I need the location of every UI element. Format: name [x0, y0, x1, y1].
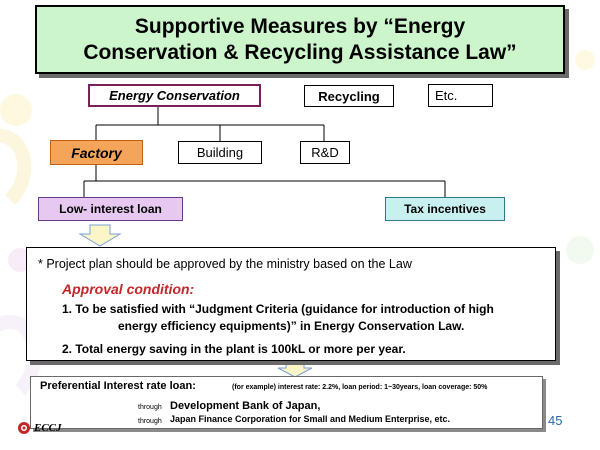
page-number: 45 — [548, 413, 563, 428]
title-line-1: Supportive Measures by “Energy — [134, 14, 466, 38]
tax-incentives-box: Tax incentives — [385, 197, 505, 221]
jfc-text: Japan Finance Corporation for Small and … — [170, 414, 451, 424]
development-bank-text: Development Bank of Japan, — [170, 400, 321, 412]
down-arrow-icon — [277, 360, 313, 378]
preferential-loan-heading: Preferential Interest rate loan: — [40, 380, 196, 392]
etc-box: Etc. — [428, 84, 493, 107]
recycling-box: Recycling — [304, 85, 394, 107]
eccj-logo-text: ECCJ — [34, 422, 62, 434]
eccj-logo-icon — [18, 422, 30, 434]
approval-conditions-panel — [26, 247, 556, 361]
low-interest-loan-box: Low- interest loan — [38, 197, 183, 221]
condition-1-line-2: energy efficiency equipments)” in Energy… — [118, 319, 465, 333]
preferential-loan-panel — [30, 376, 543, 429]
approval-note: * Project plan should be approved by the… — [38, 257, 412, 271]
through-label-2: through — [138, 418, 162, 425]
down-arrow-icon — [78, 224, 122, 247]
loan-example-terms: (for example) interest rate: 2.2%, loan … — [232, 384, 488, 391]
energy-conservation-box: Energy Conservation — [88, 84, 261, 107]
condition-1-line-1: 1. To be satisfied with “Judgment Criter… — [62, 302, 494, 316]
building-box: Building — [178, 141, 262, 164]
eccj-logo: ECCJ — [17, 421, 62, 435]
title-line-2: Conservation & Recycling Assistance Law” — [83, 40, 517, 64]
rd-box: R&D — [300, 141, 350, 164]
condition-2: 2. Total energy saving in the plant is 1… — [62, 342, 406, 356]
factory-box: Factory — [50, 140, 143, 165]
through-label-1: through — [138, 404, 162, 411]
approval-condition-heading: Approval condition: — [62, 281, 195, 297]
slide-title: Supportive Measures by “Energy Conservat… — [35, 5, 565, 74]
